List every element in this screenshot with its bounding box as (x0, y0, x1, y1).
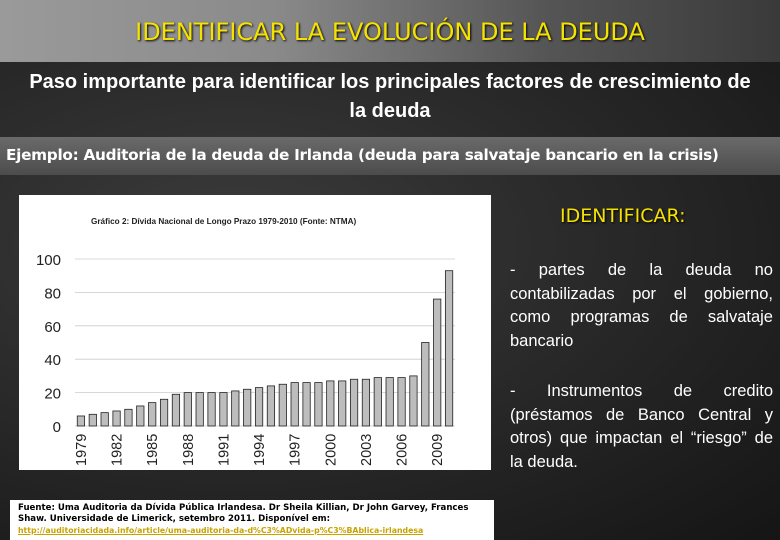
bar-1984 (136, 405, 145, 427)
x-tick-label: 1991 (216, 434, 232, 466)
bar-1986 (159, 398, 169, 427)
bar-1982 (112, 410, 121, 427)
bar-1998 (302, 382, 311, 427)
y-tick-label: 60 (44, 319, 61, 336)
bar-1988 (183, 392, 192, 427)
x-tick-label: 2000 (323, 434, 339, 466)
bar-2003 (361, 378, 371, 427)
chart-title: Gráfico 2: Dívida Nacional de Longo Praz… (91, 217, 357, 226)
bar-2000 (326, 380, 335, 427)
y-tick-label: 40 (44, 352, 61, 369)
bar-1989 (195, 392, 204, 427)
bar-1985 (148, 402, 157, 427)
bar-1980 (88, 413, 97, 427)
x-tick-label: 2009 (430, 434, 446, 466)
slide-subtitle: Paso importante para identificar los pri… (29, 71, 751, 122)
y-axis: 0 20 40 60 80 100 (36, 252, 61, 436)
bar-1995 (266, 385, 276, 427)
bar-1990 (207, 392, 216, 427)
example-text: Ejemplo: Auditoria de la deuda de Irland… (6, 146, 719, 164)
debt-bar-chart: Gráfico 2: Dívida Nacional de Longo Praz… (36, 217, 455, 466)
bar-1979 (76, 415, 86, 427)
source-text: Fuente: Uma Auditoria da Dívida Pública … (18, 503, 469, 524)
identificar-heading: IDENTIFICAR: (560, 205, 686, 227)
x-tick-label: 1979 (74, 434, 90, 466)
y-tick-label: 0 (53, 419, 61, 436)
bar-2005 (385, 377, 394, 427)
title-bar (0, 0, 780, 62)
source-panel: Fuente: Uma Auditoria da Dívida Pública … (10, 500, 494, 540)
bar-2001 (338, 380, 347, 427)
x-tick-label: 1994 (252, 434, 268, 466)
x-tick-label: 1982 (110, 434, 126, 466)
bar-1997 (290, 382, 299, 427)
bar-1992 (231, 390, 240, 427)
source-citation: Fuente: Uma Auditoria da Dívida Pública … (18, 503, 488, 536)
x-axis: 1979 1982 1985 1988 1991 1994 1997 2000 2003 2006… (74, 434, 446, 466)
bar-1996 (278, 383, 287, 427)
x-tick-label: 1985 (145, 434, 161, 466)
bullet-item: - partes de la deuda no contabilizadas p… (510, 261, 773, 350)
bar-1981 (100, 412, 109, 427)
x-tick-label: 2003 (359, 434, 375, 466)
y-tick-label: 80 (44, 285, 61, 302)
bars (76, 270, 454, 427)
bar-1983 (124, 408, 133, 427)
source-link[interactable]: http://auditoriacidada.info/article/uma-… (18, 526, 424, 535)
y-tick-label: 100 (36, 252, 61, 269)
bullet-item: - Instrumentos de credito (préstamos de … (510, 382, 773, 471)
bar-2002 (349, 378, 359, 427)
x-tick-label: 1988 (181, 434, 197, 466)
bar-1994 (254, 387, 264, 427)
x-tick-label: 2006 (395, 434, 411, 466)
bar-1993 (243, 388, 252, 427)
bar-2006 (397, 377, 406, 427)
bar-2010 (444, 270, 454, 427)
bar-1991 (219, 392, 228, 427)
example-bar (0, 137, 780, 175)
bar-2004 (373, 377, 382, 427)
slide-title: IDENTIFICAR LA EVOLUCIÓN DE LA DEUDA (135, 18, 645, 46)
x-tick-label: 1997 (288, 434, 304, 466)
bar-2007 (409, 375, 418, 427)
y-tick-label: 20 (44, 386, 61, 403)
chart-panel: Gráfico 2: Dívida Nacional de Longo Praz… (19, 195, 491, 470)
bar-2008 (421, 342, 430, 427)
bar-1999 (314, 382, 323, 427)
bar-2009 (433, 298, 442, 427)
bar-1987 (171, 393, 181, 427)
